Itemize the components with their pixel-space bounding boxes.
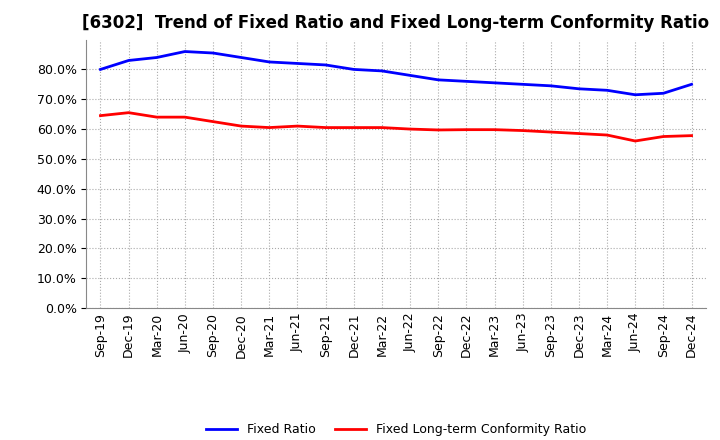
Fixed Ratio bbox=[406, 73, 415, 78]
Fixed Long-term Conformity Ratio bbox=[603, 132, 611, 138]
Fixed Long-term Conformity Ratio bbox=[125, 110, 133, 115]
Fixed Long-term Conformity Ratio bbox=[631, 138, 639, 143]
Fixed Ratio bbox=[575, 86, 583, 92]
Fixed Long-term Conformity Ratio bbox=[518, 128, 527, 133]
Fixed Ratio bbox=[181, 49, 189, 54]
Fixed Ratio bbox=[546, 83, 555, 88]
Fixed Long-term Conformity Ratio bbox=[96, 113, 105, 118]
Fixed Long-term Conformity Ratio bbox=[406, 126, 415, 132]
Fixed Long-term Conformity Ratio bbox=[462, 127, 471, 132]
Fixed Long-term Conformity Ratio bbox=[237, 124, 246, 129]
Fixed Ratio bbox=[209, 50, 217, 55]
Fixed Ratio bbox=[153, 55, 161, 60]
Fixed Ratio bbox=[237, 55, 246, 60]
Fixed Long-term Conformity Ratio bbox=[265, 125, 274, 130]
Fixed Ratio bbox=[462, 79, 471, 84]
Fixed Long-term Conformity Ratio bbox=[490, 127, 499, 132]
Fixed Ratio bbox=[687, 82, 696, 87]
Fixed Long-term Conformity Ratio bbox=[687, 133, 696, 138]
Fixed Long-term Conformity Ratio bbox=[575, 131, 583, 136]
Fixed Long-term Conformity Ratio bbox=[377, 125, 386, 130]
Fixed Ratio bbox=[434, 77, 443, 82]
Fixed Long-term Conformity Ratio bbox=[349, 125, 358, 130]
Fixed Ratio bbox=[631, 92, 639, 97]
Fixed Long-term Conformity Ratio bbox=[181, 114, 189, 120]
Fixed Ratio bbox=[490, 80, 499, 85]
Fixed Ratio bbox=[518, 82, 527, 87]
Fixed Long-term Conformity Ratio bbox=[659, 134, 667, 139]
Fixed Ratio bbox=[321, 62, 330, 68]
Fixed Ratio bbox=[659, 91, 667, 96]
Fixed Long-term Conformity Ratio bbox=[434, 127, 443, 132]
Fixed Ratio bbox=[603, 88, 611, 93]
Fixed Long-term Conformity Ratio bbox=[321, 125, 330, 130]
Line: Fixed Ratio: Fixed Ratio bbox=[101, 51, 691, 95]
Fixed Long-term Conformity Ratio bbox=[546, 129, 555, 135]
Line: Fixed Long-term Conformity Ratio: Fixed Long-term Conformity Ratio bbox=[101, 113, 691, 141]
Fixed Long-term Conformity Ratio bbox=[209, 119, 217, 124]
Fixed Ratio bbox=[377, 68, 386, 73]
Title: [6302]  Trend of Fixed Ratio and Fixed Long-term Conformity Ratio: [6302] Trend of Fixed Ratio and Fixed Lo… bbox=[82, 15, 710, 33]
Fixed Long-term Conformity Ratio bbox=[293, 124, 302, 129]
Fixed Long-term Conformity Ratio bbox=[153, 114, 161, 120]
Fixed Ratio bbox=[265, 59, 274, 65]
Legend: Fixed Ratio, Fixed Long-term Conformity Ratio: Fixed Ratio, Fixed Long-term Conformity … bbox=[201, 418, 591, 440]
Fixed Ratio bbox=[125, 58, 133, 63]
Fixed Ratio bbox=[96, 67, 105, 72]
Fixed Ratio bbox=[293, 61, 302, 66]
Fixed Ratio bbox=[349, 67, 358, 72]
